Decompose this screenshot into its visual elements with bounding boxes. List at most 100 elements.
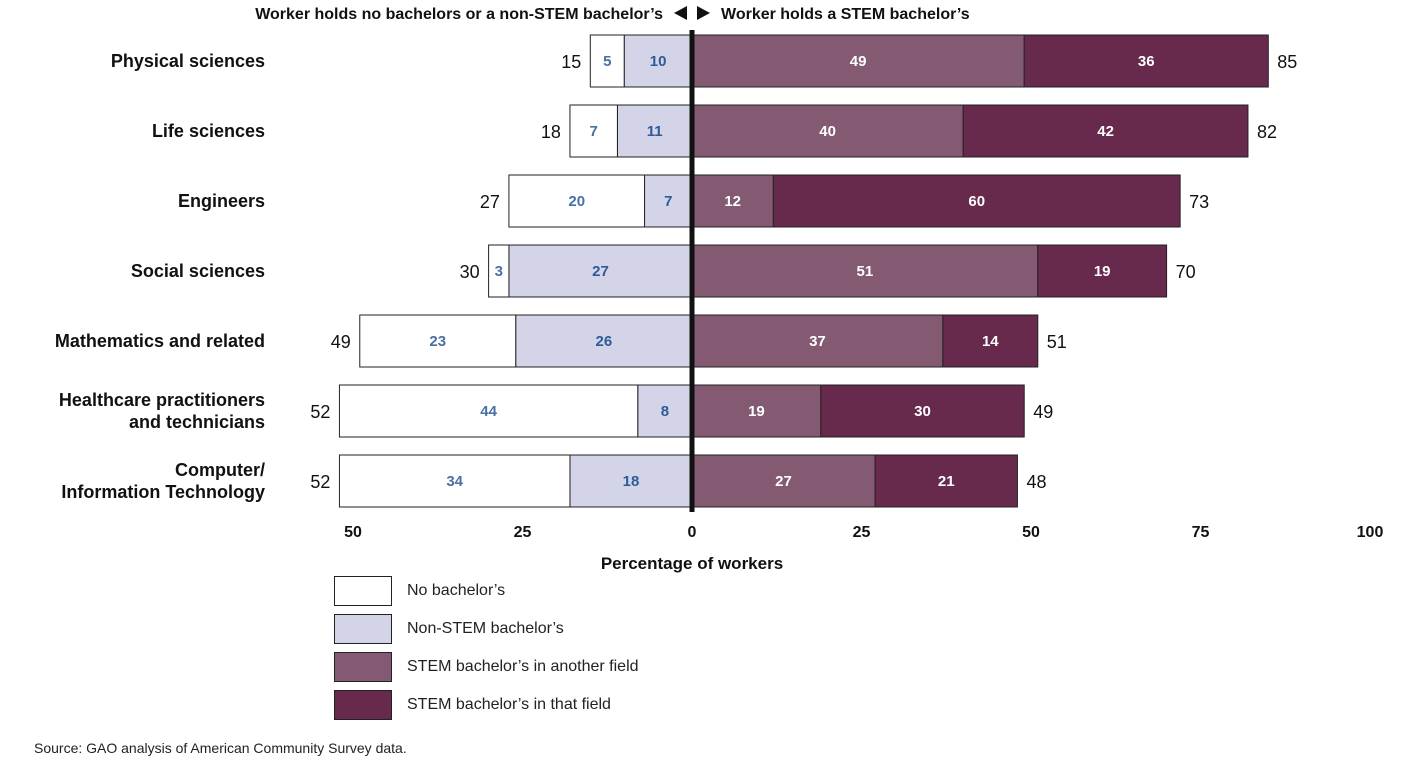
category-label-healthcare-practitioners-and-technicians: and technicians — [129, 412, 265, 432]
x-tick-label: 100 — [1357, 524, 1384, 541]
x-tick-label: 50 — [1022, 524, 1040, 541]
data-label: 5 — [603, 53, 611, 70]
data-label: 60 — [968, 193, 985, 210]
data-label: 19 — [748, 403, 765, 420]
category-label-engineers: Engineers — [178, 191, 265, 211]
data-label: 10 — [650, 53, 667, 70]
legend-item-non-stem-bachelor-s: Non-STEM bachelor’s — [334, 610, 639, 648]
data-label: 40 — [819, 123, 836, 140]
legend-swatch — [334, 690, 392, 720]
arrow-right-icon — [697, 6, 710, 20]
left-total-label: 18 — [541, 122, 561, 142]
right-total-label: 82 — [1257, 122, 1277, 142]
right-total-label: 70 — [1176, 262, 1196, 282]
left-total-label: 49 — [331, 332, 351, 352]
bar-stem-bachelor-s-in-that-field-3 — [1037, 244, 1168, 298]
bar-stem-bachelor-s-in-another-field-4 — [691, 314, 944, 368]
data-label: 19 — [1094, 263, 1111, 280]
data-label: 20 — [568, 193, 585, 210]
left-total-label: 30 — [460, 262, 480, 282]
data-label: 37 — [809, 333, 826, 350]
bar-non-stem-bachelor-s-3 — [508, 244, 693, 298]
left-total-label: 52 — [310, 402, 330, 422]
data-label: 30 — [914, 403, 931, 420]
bar-stem-bachelor-s-in-that-field-0 — [1023, 34, 1269, 88]
x-tick-label: 25 — [514, 524, 532, 541]
x-axis-label: Percentage of workers — [601, 554, 783, 573]
legend-label: No bachelor’s — [407, 582, 506, 599]
bar-stem-bachelor-s-in-another-field-3 — [691, 244, 1039, 298]
data-label: 11 — [647, 123, 663, 140]
bar-no-bachelor-s-6 — [338, 454, 571, 508]
bar-stem-bachelor-s-in-another-field-1 — [691, 104, 964, 158]
category-label-physical-sciences: Physical sciences — [111, 51, 265, 71]
bar-stem-bachelor-s-in-that-field-5 — [820, 384, 1025, 438]
legend-swatch — [334, 614, 392, 644]
data-label: 27 — [775, 473, 792, 490]
data-label: 7 — [590, 123, 598, 140]
left-total-label: 27 — [480, 192, 500, 212]
data-label: 14 — [982, 333, 999, 350]
bar-no-bachelor-s-5 — [338, 384, 639, 438]
category-label-social-sciences: Social sciences — [131, 261, 265, 281]
right-total-label: 49 — [1033, 402, 1053, 422]
data-label: 49 — [850, 53, 867, 70]
bar-non-stem-bachelor-s-6 — [569, 454, 693, 508]
legend-item-stem-bachelor-s-in-that-field: STEM bachelor’s in that field — [334, 686, 639, 724]
data-label: 18 — [623, 473, 640, 490]
bar-no-bachelor-s-2 — [508, 174, 646, 228]
legend-swatch — [334, 576, 392, 606]
left-total-label: 52 — [310, 472, 330, 492]
right-total-label: 85 — [1277, 52, 1297, 72]
data-label: 27 — [592, 263, 609, 280]
x-tick-label: 25 — [853, 524, 871, 541]
data-label: 34 — [446, 473, 463, 490]
legend-item-stem-bachelor-s-in-another-field: STEM bachelor’s in another field — [334, 648, 639, 686]
bar-no-bachelor-s-4 — [359, 314, 517, 368]
right-total-label: 48 — [1026, 472, 1046, 492]
category-label-mathematics-and-related: Mathematics and related — [55, 331, 265, 351]
bar-no-bachelor-s-3 — [488, 244, 510, 298]
data-label: 21 — [938, 473, 955, 490]
left-total-label: 15 — [561, 52, 581, 72]
bar-stem-bachelor-s-in-that-field-2 — [772, 174, 1181, 228]
data-label: 42 — [1097, 123, 1114, 140]
bar-stem-bachelor-s-in-that-field-6 — [874, 454, 1018, 508]
legend-swatch — [334, 652, 392, 682]
legend-label: STEM bachelor’s in that field — [407, 696, 611, 713]
legend-label: STEM bachelor’s in another field — [407, 658, 639, 675]
bar-stem-bachelor-s-in-another-field-5 — [691, 384, 822, 438]
bar-stem-bachelor-s-in-another-field-0 — [691, 34, 1025, 88]
bar-no-bachelor-s-0 — [589, 34, 625, 88]
data-label: 44 — [480, 403, 497, 420]
data-label: 23 — [429, 333, 446, 350]
x-tick-label: 0 — [688, 524, 697, 541]
data-label: 3 — [495, 263, 503, 280]
data-label: 12 — [724, 193, 741, 210]
source-note: Source: GAO analysis of American Communi… — [34, 740, 407, 756]
bar-stem-bachelor-s-in-that-field-1 — [962, 104, 1249, 158]
bar-non-stem-bachelor-s-1 — [616, 104, 693, 158]
right-total-label: 51 — [1047, 332, 1067, 352]
bar-non-stem-bachelor-s-4 — [515, 314, 693, 368]
header-right-label: Worker holds a STEM bachelor’s — [721, 6, 970, 23]
legend-item-no-bachelor-s: No bachelor’s — [334, 572, 639, 610]
category-label-computer-information-technology: Information Technology — [61, 482, 265, 502]
right-total-label: 73 — [1189, 192, 1209, 212]
legend-label: Non-STEM bachelor’s — [407, 620, 564, 637]
data-label: 36 — [1138, 53, 1155, 70]
data-label: 8 — [661, 403, 669, 420]
x-tick-label: 50 — [344, 524, 362, 541]
data-label: 26 — [596, 333, 613, 350]
data-label: 51 — [857, 263, 874, 280]
category-label-computer-information-technology: Computer/ — [175, 460, 265, 480]
bar-non-stem-bachelor-s-0 — [623, 34, 693, 88]
category-label-life-sciences: Life sciences — [152, 121, 265, 141]
bar-no-bachelor-s-1 — [569, 104, 618, 158]
legend: No bachelor’s Non-STEM bachelor’s STEM bac… — [334, 572, 639, 724]
header-left-label: Worker holds no bachelors or a non-STEM … — [255, 6, 663, 23]
arrow-left-icon — [674, 6, 687, 20]
category-label-healthcare-practitioners-and-technicians: Healthcare practitioners — [59, 390, 265, 410]
x-tick-label: 75 — [1192, 524, 1210, 541]
